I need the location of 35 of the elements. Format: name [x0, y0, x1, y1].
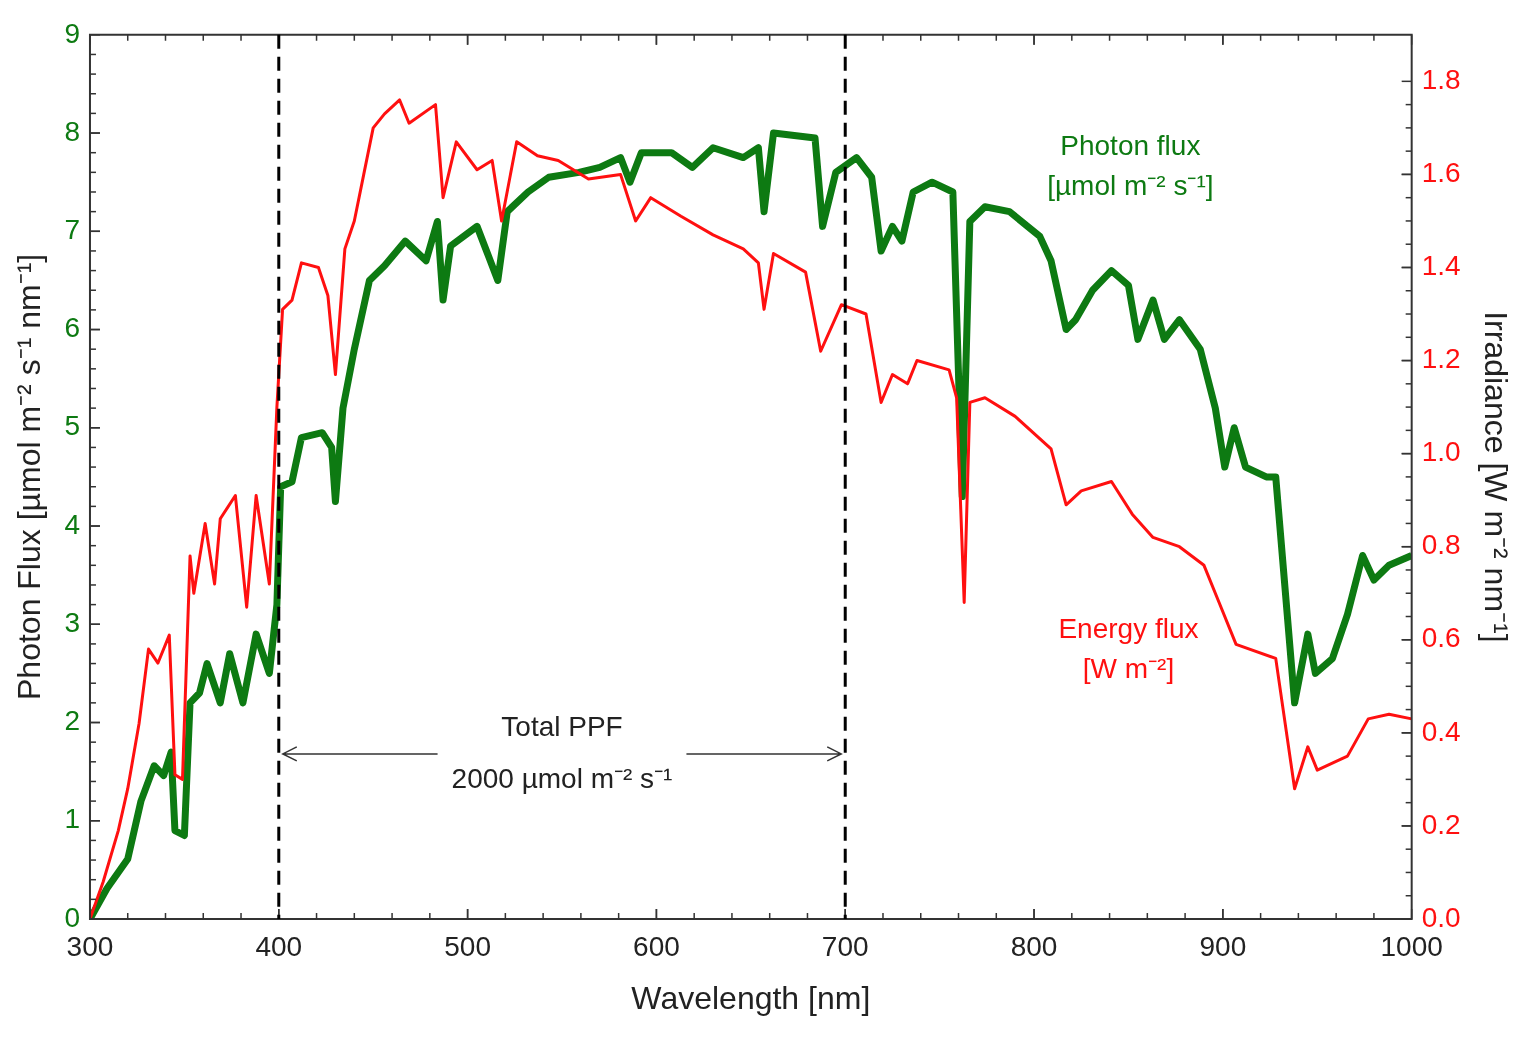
y2-tick-label: 1.0: [1421, 436, 1461, 468]
y2-tick-label: 1.6: [1421, 157, 1461, 189]
y2-tick-label: 0.2: [1421, 808, 1461, 840]
x-tick-label: 1000: [1380, 930, 1443, 962]
y-tick-label: 3: [64, 606, 80, 638]
y-tick-label: 2: [64, 705, 80, 737]
y2-tick-label: 0.6: [1421, 622, 1461, 654]
y2-axis-title: Irradiance [W m⁻² nm⁻¹]: [1477, 311, 1514, 643]
annotation: Total PPF: [501, 710, 623, 742]
annotation: 2000 µmol m⁻² s⁻¹: [451, 762, 673, 794]
y-tick-label: 7: [64, 214, 80, 246]
series-label: Energy flux [W m⁻²]: [1058, 613, 1199, 685]
y2-tick-label: 1.2: [1421, 343, 1461, 375]
y2-tick-label: 0.8: [1421, 529, 1461, 561]
y2-tick-label: 1.4: [1421, 250, 1461, 282]
y-tick-label: 4: [64, 508, 80, 540]
series-label: Photon flux [µmol m⁻² s⁻¹]: [1047, 130, 1214, 202]
y-tick-label: 8: [64, 115, 80, 147]
x-tick-label: 400: [255, 930, 303, 962]
x-axis-title: Wavelength [nm]: [631, 979, 871, 1016]
y-tick-label: 0: [64, 901, 80, 933]
y-tick-label: 5: [64, 410, 80, 442]
x-tick-label: 700: [821, 930, 869, 962]
x-tick-label: 500: [444, 930, 491, 962]
y-tick-label: 1: [64, 803, 80, 835]
y2-tick-label: 0.4: [1421, 715, 1461, 747]
y-axis-title: Photon Flux [µmol m⁻² s⁻¹ nm⁻¹]: [11, 253, 48, 700]
y2-tick-label: 0.0: [1421, 901, 1461, 933]
y-tick-label: 9: [64, 17, 80, 49]
x-tick-label: 600: [633, 930, 680, 962]
x-tick-label: 900: [1199, 930, 1247, 962]
x-tick-label: 300: [66, 930, 114, 962]
y-tick-label: 6: [64, 312, 80, 344]
x-tick-label: 800: [1010, 930, 1058, 962]
y2-tick-label: 1.8: [1421, 64, 1461, 96]
